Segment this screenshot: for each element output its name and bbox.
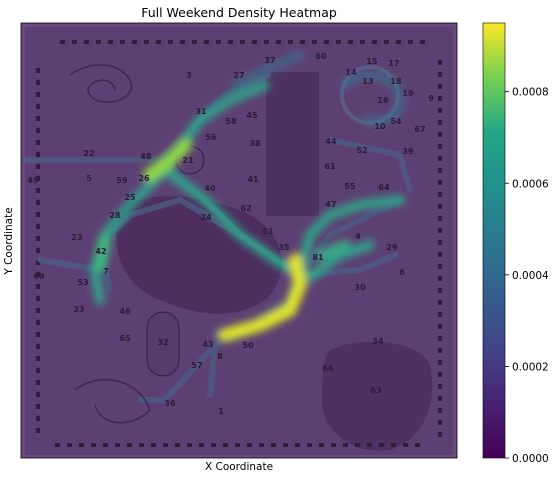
- map-label: 59: [116, 176, 128, 185]
- map-label: 15: [366, 57, 378, 66]
- density-hot-north: [143, 138, 192, 182]
- map-label: 3: [186, 71, 192, 80]
- density-hot-center: [218, 253, 307, 342]
- map-label: 24: [200, 213, 212, 222]
- map-label: 55: [344, 182, 356, 191]
- plot-frame: [20, 22, 458, 459]
- map-label: 9: [428, 94, 434, 103]
- map-label: 6: [399, 268, 405, 277]
- colorbar-frame: [482, 22, 506, 459]
- map-label: 41: [247, 175, 259, 184]
- map-label: 66: [322, 364, 334, 373]
- colorbar: 0.0000 0.0002 0.0004 0.0006 0.0008: [482, 22, 549, 465]
- map-label: 30: [354, 283, 366, 292]
- map-label: 25: [124, 193, 136, 202]
- x-axis-label: X Coordinate: [205, 461, 273, 473]
- colorbar-tick-label: 0.0000: [512, 453, 549, 465]
- map-label: 4: [355, 232, 361, 241]
- map-label: 22: [83, 149, 94, 158]
- dark-lake: [116, 196, 282, 314]
- map-label: 26: [138, 174, 150, 183]
- map-labels: 1345678910131415161718192122232425262728…: [27, 52, 434, 416]
- map-label: 10: [374, 122, 386, 131]
- density-layer: [90, 51, 405, 342]
- map-label: 34: [372, 337, 384, 346]
- map-label: 63: [370, 386, 381, 395]
- map-label: 46: [119, 307, 131, 316]
- map-label: 7: [103, 267, 109, 276]
- colorbar-ticks: 0.0000 0.0002 0.0004 0.0006 0.0008: [505, 87, 549, 465]
- density-cool-top: [231, 51, 304, 89]
- map-label: 23: [71, 233, 82, 242]
- map-label: 18: [390, 77, 402, 86]
- map-label: 8: [217, 352, 223, 361]
- y-axis-label: Y Coordinate: [3, 207, 15, 275]
- map-label: 28: [109, 211, 121, 220]
- colorbar-gradient: [483, 23, 505, 458]
- map-label: 67: [414, 125, 425, 134]
- dark-corner: [322, 341, 433, 451]
- map-label: 54: [390, 117, 402, 126]
- squiggle-lines: [69, 64, 151, 424]
- map-label: 49: [27, 176, 39, 185]
- map-label: 44: [325, 137, 337, 146]
- map-label: 50: [242, 341, 254, 350]
- map-label: 47: [325, 200, 336, 209]
- map-label: 53: [77, 278, 88, 287]
- density-cool-ring: [341, 71, 405, 126]
- map-label: 56: [205, 133, 217, 142]
- map-label: 17: [388, 59, 399, 68]
- oval-32: [146, 311, 180, 377]
- map-label: 60: [315, 52, 327, 61]
- map-label: 62: [240, 204, 251, 213]
- map-label: 39: [402, 147, 414, 156]
- map-label: 48: [140, 152, 152, 161]
- colorbar-tick-label: 0.0006: [512, 178, 549, 190]
- map-label: 81: [312, 253, 324, 262]
- map-label: 36: [164, 399, 176, 408]
- map-label: 58: [225, 117, 237, 126]
- density-warm-left: [93, 233, 112, 272]
- map-label: 43: [202, 340, 213, 349]
- map-label: 57: [191, 361, 202, 370]
- map-label: 32: [157, 338, 168, 347]
- map-label: 1: [218, 407, 224, 416]
- density-warm-right: [315, 240, 350, 260]
- map-label: 14: [345, 68, 357, 77]
- map-label: 13: [362, 77, 373, 86]
- map-label: 27: [233, 71, 244, 80]
- map-label: 37: [264, 56, 275, 65]
- building-block-top: [266, 72, 319, 216]
- colorbar-tick-label: 0.0004: [512, 270, 549, 282]
- map-label: 65: [119, 334, 131, 343]
- map-label: 16: [377, 96, 389, 105]
- colorbar-tick-label: 0.0008: [512, 87, 549, 99]
- map-label: 31: [195, 107, 207, 116]
- map-label: 51: [262, 227, 274, 236]
- map-label: 5: [86, 174, 92, 183]
- map-label: 33: [73, 305, 84, 314]
- map-label: 45: [246, 111, 258, 120]
- map-label: 40: [204, 184, 216, 193]
- map-label: 64: [378, 183, 390, 192]
- plot-area: 1345678910131415161718192122232425262728…: [21, 23, 457, 458]
- colorbar-tick-label: 0.0002: [512, 361, 549, 373]
- map-label: 61: [324, 162, 336, 171]
- map-label: 38: [249, 139, 261, 148]
- map-label: 29: [386, 243, 398, 252]
- map-label: 19: [402, 89, 414, 98]
- map-label: 35: [278, 243, 290, 252]
- map-label: 52: [356, 146, 367, 155]
- map-label: 21: [182, 156, 194, 165]
- map-label: 42: [95, 247, 106, 256]
- chart-title: Full Weekend Density Heatmap: [141, 5, 337, 20]
- map-label: 69: [33, 272, 45, 281]
